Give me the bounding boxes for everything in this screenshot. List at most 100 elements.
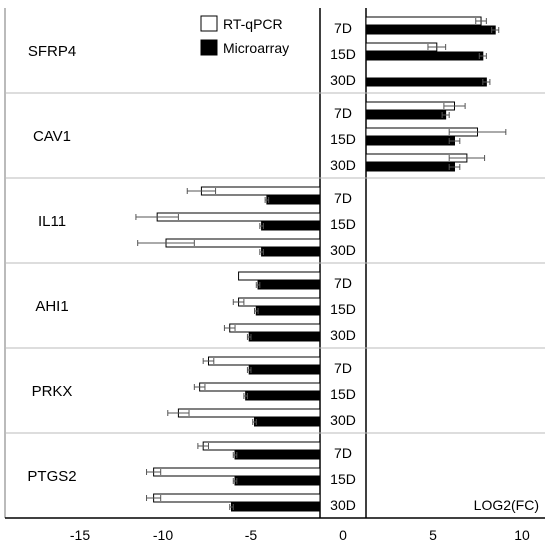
bar-rtqpcr-ahi1-30d-error-bar — [223, 325, 236, 331]
bar-rtqpcr-ptgs2-15d-error-bar — [146, 469, 162, 475]
bar-microarray-il11-30d — [261, 247, 321, 257]
timepoint-label: 30D — [330, 242, 356, 258]
bar-rtqpcr-cav1-7d — [365, 101, 455, 111]
bar-microarray-ahi1-15d-error-bar — [254, 308, 259, 314]
timepoint-label: 7D — [334, 105, 352, 121]
bar-microarray-ptgs2-7d-error-bar — [232, 452, 238, 458]
bar-rtqpcr-il11-7d — [200, 186, 321, 196]
gene-labels: SFRP4 CAV1 IL11 AHI1 PRKX PTGS2 — [27, 43, 76, 485]
bar-microarray-cav1-7d-error-bar — [441, 112, 450, 118]
bar-rtqpcr-ahi1-30d — [229, 323, 321, 333]
bar-microarray-il11-15d — [261, 221, 321, 231]
bar-microarray-sfrp4-15d — [365, 51, 484, 61]
bar-microarray-prkx-15d — [245, 391, 321, 401]
gene-separators — [5, 92, 545, 434]
x-tick-label: -15 — [70, 527, 90, 543]
legend-swatch-microarray — [200, 39, 218, 56]
bar-microarray-cav1-15d-error-bar — [448, 138, 461, 144]
legend-swatch-rtqpcr — [200, 15, 218, 32]
bar-rtqpcr-cav1-30d-error-bar — [448, 155, 486, 161]
bar-microarray-ahi1-30d-error-bar — [246, 334, 252, 340]
gene-label-prkx: PRKX — [32, 383, 73, 400]
timepoint-label: 30D — [330, 157, 356, 173]
bar-rtqpcr-sfrp4-15d-error-bar — [427, 44, 447, 50]
x-tick-label: -10 — [153, 527, 173, 543]
bar-microarray-cav1-30d-error-bar — [448, 164, 461, 170]
legend-label-microarray: Microarray — [223, 40, 289, 56]
timepoint-label: 15D — [330, 46, 356, 62]
bar-microarray-cav1-30d — [365, 162, 455, 172]
x-tick-label: 10 — [514, 527, 530, 543]
bars — [135, 16, 507, 512]
x-tick-label: 0 — [339, 527, 347, 543]
bar-microarray-prkx-30d — [254, 417, 321, 427]
timepoint-label: 15D — [330, 471, 356, 487]
timepoint-label: 30D — [330, 72, 356, 88]
timepoint-label: 30D — [330, 327, 356, 343]
bar-rtqpcr-il11-15d — [156, 212, 321, 222]
bar-rtqpcr-ptgs2-15d — [153, 467, 321, 477]
bar-rtqpcr-sfrp4-7d — [365, 16, 482, 26]
timepoint-label: 7D — [334, 360, 352, 376]
bar-rtqpcr-sfrp4-15d — [365, 42, 438, 52]
bar-microarray-cav1-15d — [365, 136, 455, 146]
bar-microarray-sfrp4-30d-error-bar — [482, 79, 491, 85]
bar-microarray-prkx-7d — [248, 365, 321, 375]
bar-rtqpcr-sfrp4-7d-error-bar — [475, 18, 487, 24]
bar-rtqpcr-cav1-15d-error-bar — [448, 129, 507, 135]
bar-rtqpcr-ptgs2-30d — [153, 493, 321, 503]
timepoint-label: 7D — [334, 20, 352, 36]
gene-label-il11: IL11 — [38, 213, 66, 230]
bar-rtqpcr-prkx-7d-error-bar — [202, 358, 215, 364]
bar-rtqpcr-il11-7d-error-bar — [186, 188, 217, 194]
bar-microarray-il11-15d-error-bar — [259, 223, 264, 229]
bar-microarray-sfrp4-30d — [365, 77, 487, 87]
timepoint-label: 15D — [330, 131, 356, 147]
timepoint-label: 30D — [330, 412, 356, 428]
gene-label-sfrp4: SFRP4 — [28, 43, 76, 60]
bar-microarray-ptgs2-15d-error-bar — [232, 478, 238, 484]
gene-label-ahi1: AHI1 — [35, 298, 68, 315]
timepoint-label: 7D — [334, 445, 352, 461]
bar-rtqpcr-prkx-30d-error-bar — [167, 410, 190, 416]
bar-rtqpcr-prkx-7d — [207, 356, 321, 366]
bar-microarray-prkx-7d-error-bar — [246, 367, 252, 373]
timepoint-labels: 7D 15D 30D 7D 15D 30D 7D 15D 30D 7D 15D 30D 7D 15D 30D… — [330, 20, 356, 513]
bar-microarray-ptgs2-7d — [234, 450, 321, 460]
bar-rtqpcr-ptgs2-7d — [202, 441, 321, 451]
timepoint-label: 15D — [330, 301, 356, 317]
bar-rtqpcr-cav1-7d-error-bar — [443, 103, 466, 109]
timepoint-label: 7D — [334, 275, 352, 291]
bar-rtqpcr-ahi1-15d-error-bar — [232, 299, 245, 305]
bar-microarray-cav1-7d — [365, 110, 447, 120]
bar-rtqpcr-ahi1-7d — [238, 271, 321, 281]
bar-microarray-ptgs2-30d — [231, 502, 321, 512]
bar-rtqpcr-il11-30d-error-bar — [137, 240, 195, 246]
bar-microarray-sfrp4-7d — [365, 25, 496, 35]
bar-microarray-ptgs2-15d — [234, 476, 321, 486]
bar-microarray-prkx-30d-error-bar — [252, 419, 257, 425]
bar-microarray-ahi1-30d — [248, 332, 321, 342]
timepoint-label: 15D — [330, 386, 356, 402]
gene-label-ptgs2: PTGS2 — [27, 468, 76, 485]
bar-microarray-prkx-15d-error-bar — [243, 393, 248, 399]
bar-microarray-sfrp4-7d-error-bar — [491, 27, 500, 33]
x-ticks: -15 -10 -5 0 5 10 — [70, 527, 530, 543]
gene-label-cav1: CAV1 — [33, 128, 71, 145]
bar-microarray-ahi1-7d-error-bar — [255, 282, 261, 288]
timepoint-label: 15D — [330, 216, 356, 232]
bar-microarray-il11-7d — [266, 195, 321, 205]
bar-rtqpcr-ptgs2-30d-error-bar — [146, 495, 162, 501]
bar-rtqpcr-prkx-30d — [177, 408, 321, 418]
x-tick-label: 5 — [429, 527, 437, 543]
bar-microarray-sfrp4-15d-error-bar — [478, 53, 487, 59]
bar-microarray-ptgs2-30d-error-bar — [229, 504, 234, 510]
legend: RT-qPCR Microarray — [200, 15, 289, 56]
bar-rtqpcr-ptgs2-7d-error-bar — [197, 443, 209, 449]
bar-rtqpcr-il11-15d-error-bar — [135, 214, 179, 220]
bar-microarray-ahi1-15d — [255, 306, 321, 316]
bar-rtqpcr-prkx-15d — [199, 382, 321, 392]
timepoint-label: 30D — [330, 497, 356, 513]
x-tick-label: -5 — [245, 527, 258, 543]
